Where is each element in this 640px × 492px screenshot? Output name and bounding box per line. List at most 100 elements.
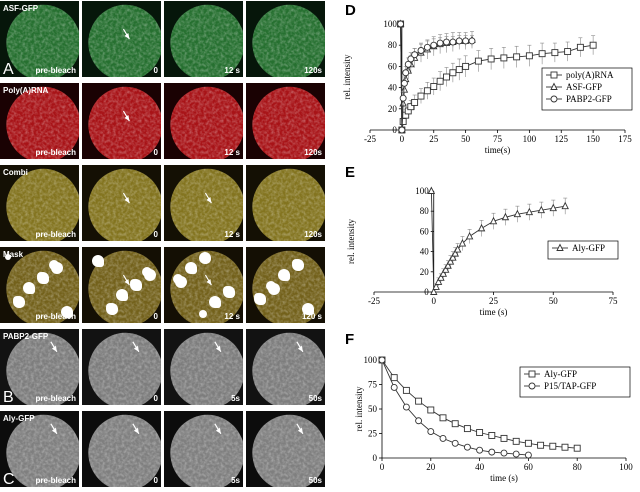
nucleus-texture [252,4,325,77]
nucleus-texture [170,414,243,487]
nucleus-texture [170,86,243,159]
data-point-square [427,406,435,414]
data-point-circle [417,47,425,54]
nucleus-texture [88,332,161,405]
axes: -25 0 25 50 75 100 125 150 175 0 20 40 60 80 100 time(s… [342,19,632,155]
data-point-triangle [525,207,534,216]
data-point-square [407,103,415,111]
panel-letter: F [345,331,354,348]
legend: Aly-GFP [547,240,619,260]
x-tick-label: 80 [573,462,583,472]
y-tick-label: 0 [373,453,378,463]
data-point-triangle [556,243,564,251]
nucleus-texture [252,86,325,159]
data-point-triangle [427,186,436,194]
arrowhead-icon [204,274,212,286]
micrograph-grid: ASF-GFP pre-bleach A 0 12 s 120s Poly(A)RNA pre… [0,1,325,488]
data-point-square [525,52,533,60]
data-point-circle [463,443,471,451]
data-point-circle [402,69,410,77]
data-point-square [551,49,559,57]
x-tick-label: 150 [586,134,600,144]
data-point-square [451,420,459,428]
series [397,20,597,134]
y-tick-label: 100 [364,355,378,365]
data-point-triangle [439,269,448,277]
mask-spot [116,289,128,301]
micrograph-tile: 0 [82,165,161,241]
data-point-circle [436,39,444,47]
data-point-circle [476,446,484,454]
legend-entry: ASF-GFP [566,82,602,92]
data-point-square [415,397,423,405]
nucleus-texture [88,250,161,323]
mask-spot [199,310,207,318]
x-tick-label: 100 [523,134,537,144]
data-point-circle [400,79,408,87]
data-point-circle [411,51,419,59]
nucleus-texture [6,86,79,159]
arrowhead-icon [296,423,304,435]
data-point-circle [449,38,457,46]
x-tick-label: 25 [429,134,439,144]
series-line [430,190,566,293]
arrowhead-icon [50,423,58,435]
y-tick-label: 100 [383,19,397,29]
data-point-circle [378,356,386,364]
stain-label: Aly-GFP [3,414,35,423]
mask-spot [201,254,207,260]
data-point-triangle [537,205,546,214]
micrograph-tile: 12 s [164,165,243,241]
timepoint-label: 12 s [224,230,240,239]
timepoint-label: 120s [304,148,322,157]
mask-spot [37,272,45,280]
timepoint-label: pre-bleach [36,394,77,403]
series [427,186,569,295]
data-point-triangle [441,265,450,273]
arrowhead-icon [204,192,212,204]
nucleus-texture [88,86,161,159]
data-point-circle [402,403,410,411]
nucleus-texture [88,4,161,77]
micrograph-tile: 5s [164,329,243,405]
data-point-circle [500,449,508,457]
timepoint-label: pre-bleach [36,66,77,75]
micrograph-tile: 0 [82,411,161,487]
data-point-square [462,62,470,70]
micrograph-tile: 12 s [164,83,243,159]
data-point-square [474,57,482,65]
data-point-square [576,43,584,51]
panel-letter-micro: A [3,61,14,78]
series [378,356,581,452]
x-tick-label: 175 [618,134,632,144]
x-axis-label: time (s) [480,307,508,317]
y-tick-label: 50 [368,404,378,414]
arrowhead-icon [132,341,140,353]
data-point-triangle [561,201,569,210]
arrowhead-icon [50,341,58,353]
data-point-triangle [489,216,498,225]
y-tick-label: 20 [388,104,398,114]
mask-spot [106,303,114,311]
x-tick-label: -25 [364,134,376,144]
timepoint-label: 0 [154,312,159,321]
nucleus-texture [88,414,161,487]
x-tick-label: 50 [461,134,471,144]
data-point-triangle [513,209,522,218]
data-point-circle [423,43,431,51]
data-point-circle [462,37,470,45]
stain-label: Mask [3,250,24,259]
micrograph-tile: Combi pre-bleach [0,165,79,241]
data-point-circle [397,20,405,28]
data-point-square [549,442,557,450]
x-tick-label: 100 [619,462,633,472]
data-point-square [550,71,558,79]
data-point-triangle [451,249,459,257]
data-point-triangle [550,82,558,90]
y-axis-label: rel. intensity [354,386,364,431]
nucleus-texture [6,4,79,77]
stain-label: PABP2-GFP [3,332,49,341]
stain-label: Combi [3,168,28,177]
arrowhead-icon [214,341,222,353]
legend: Aly-GFP P15/TAP-GFP [519,366,631,398]
